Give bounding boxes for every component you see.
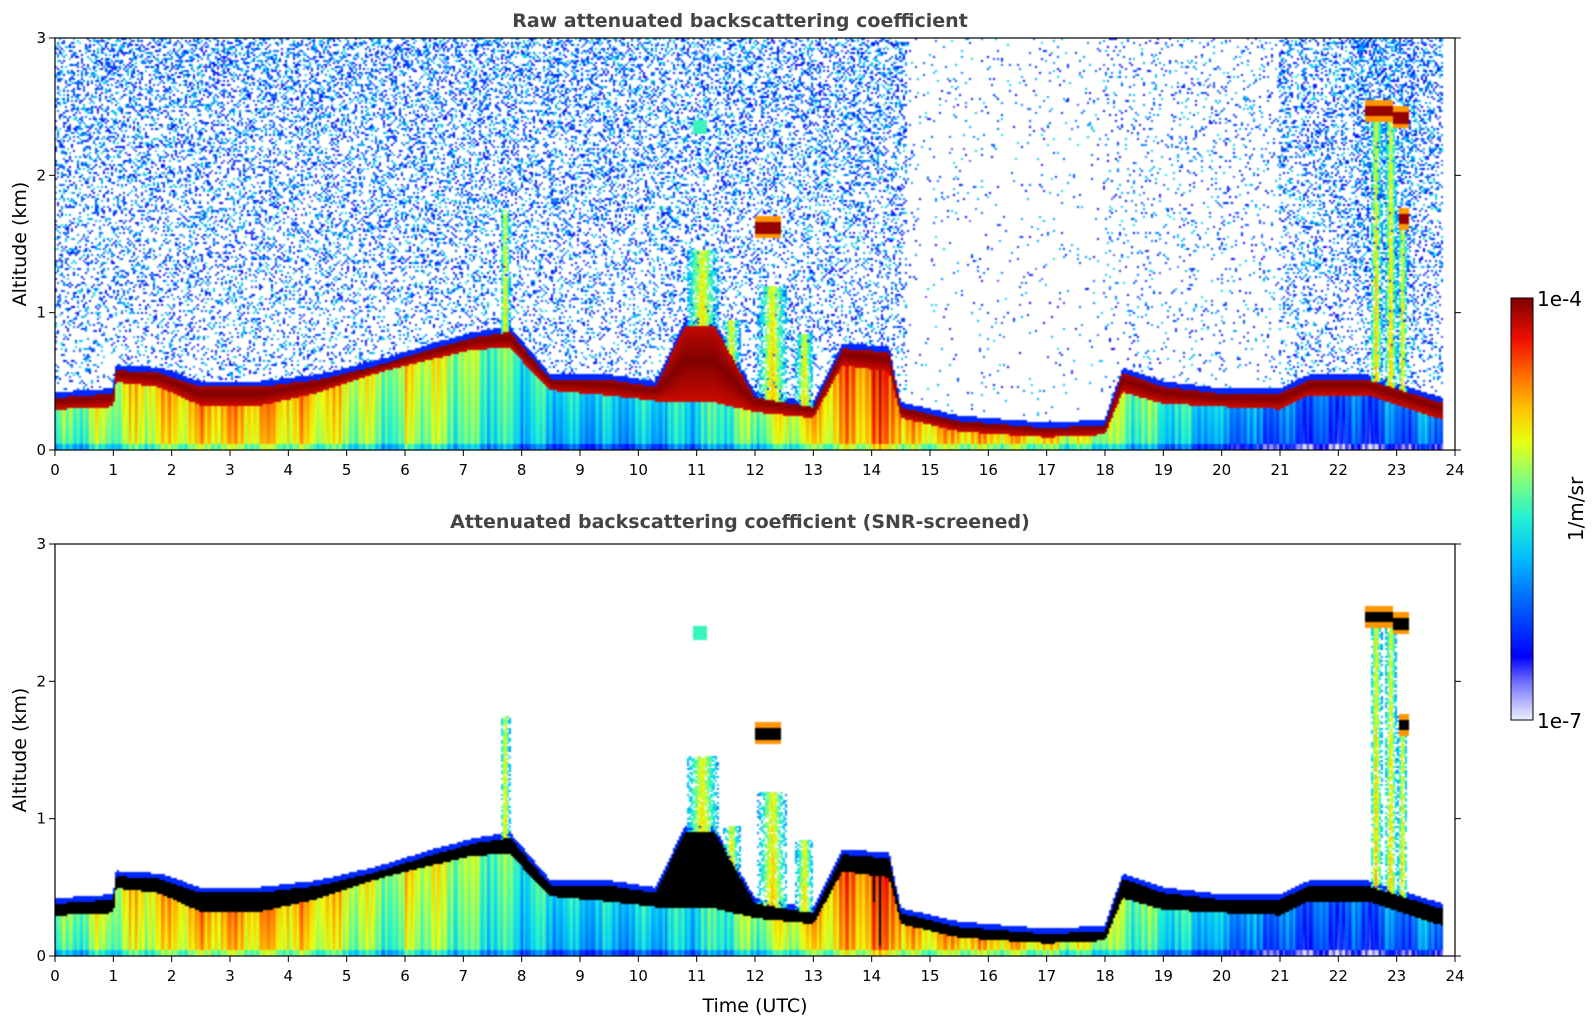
- y-tick-label: 1: [36, 304, 46, 322]
- x-tick-label: 0: [50, 967, 60, 985]
- x-tick-label: 13: [804, 967, 823, 985]
- x-tick-label: 6: [400, 461, 410, 479]
- x-tick-label: 4: [284, 461, 294, 479]
- x-tick-label: 7: [459, 967, 469, 985]
- x-tick-label: 19: [1154, 967, 1173, 985]
- x-tick-label: 17: [1037, 461, 1056, 479]
- x-tick-label: 16: [979, 967, 998, 985]
- x-tick-label: 14: [862, 967, 881, 985]
- x-tick-label: 20: [1212, 461, 1231, 479]
- colorbar-gradient: [1510, 297, 1534, 721]
- x-tick-label: 10: [629, 967, 648, 985]
- x-tick-label: 19: [1154, 461, 1173, 479]
- x-tick-label: 8: [517, 461, 527, 479]
- x-tick-label: 13: [804, 461, 823, 479]
- x-tick-label: 21: [1270, 967, 1289, 985]
- x-tick-label: 12: [745, 461, 764, 479]
- x-tick-label: 0: [50, 461, 60, 479]
- x-tick-label: 3: [225, 967, 235, 985]
- x-tick-label: 8: [517, 967, 527, 985]
- bottom-panel-xlabel: Time (UTC): [701, 995, 807, 1017]
- x-tick-label: 23: [1387, 461, 1406, 479]
- x-tick-label: 5: [342, 461, 352, 479]
- x-tick-label: 12: [745, 967, 764, 985]
- x-tick-label: 17: [1037, 967, 1056, 985]
- x-tick-label: 18: [1095, 967, 1114, 985]
- colorbar-min-label: 1e-7: [1537, 709, 1582, 733]
- x-tick-label: 5: [342, 967, 352, 985]
- colorbar-unit-label: 1/m/sr: [1564, 476, 1588, 541]
- x-tick-label: 14: [862, 461, 881, 479]
- y-tick-label: 3: [36, 535, 46, 553]
- x-tick-label: 7: [459, 461, 469, 479]
- x-tick-label: 20: [1212, 967, 1231, 985]
- x-tick-label: 10: [629, 461, 648, 479]
- x-tick-label: 2: [167, 967, 177, 985]
- x-tick-label: 11: [687, 461, 706, 479]
- x-tick-label: 1: [109, 967, 119, 985]
- y-tick-label: 0: [36, 441, 46, 459]
- x-tick-label: 15: [920, 967, 939, 985]
- x-tick-label: 24: [1445, 461, 1464, 479]
- x-tick-label: 9: [575, 967, 585, 985]
- x-tick-label: 18: [1095, 461, 1114, 479]
- bottom-panel-title: Attenuated backscattering coefficient (S…: [450, 511, 1030, 533]
- x-tick-label: 22: [1329, 461, 1348, 479]
- x-tick-label: 15: [920, 461, 939, 479]
- x-tick-label: 2: [167, 461, 177, 479]
- y-tick-label: 2: [36, 672, 46, 690]
- x-tick-label: 23: [1387, 967, 1406, 985]
- top-panel-title: Raw attenuated backscattering coefficien…: [512, 10, 968, 32]
- x-tick-label: 24: [1445, 967, 1464, 985]
- x-tick-label: 11: [687, 967, 706, 985]
- y-tick-label: 0: [36, 947, 46, 965]
- x-tick-label: 16: [979, 461, 998, 479]
- y-tick-label: 3: [36, 29, 46, 47]
- top-panel-ylabel: Altitude (km): [9, 182, 31, 307]
- x-tick-label: 9: [575, 461, 585, 479]
- colorbar-max-label: 1e-4: [1537, 287, 1582, 311]
- x-tick-label: 3: [225, 461, 235, 479]
- x-tick-label: 21: [1270, 461, 1289, 479]
- x-tick-label: 6: [400, 967, 410, 985]
- y-tick-label: 1: [36, 810, 46, 828]
- bottom-panel-axes: 0 1 2 3 4 5 6 7 8 9 10 11 12 13 14 15 16 17 18 19 20 21 22 23 24…: [36, 535, 1464, 985]
- x-tick-label: 1: [109, 461, 119, 479]
- x-tick-label: 22: [1329, 967, 1348, 985]
- x-tick-label: 4: [284, 967, 294, 985]
- y-tick-label: 2: [36, 166, 46, 184]
- top-panel-heatmap: [55, 38, 1455, 450]
- bottom-panel-ylabel: Altitude (km): [9, 688, 31, 813]
- top-panel-axes: 0 1 2 3 4 5 6 7 8 9 10 11 12 13 14 15 16 17 18 19 20 21 22 23 24…: [36, 29, 1464, 479]
- colorbar: 1e-4 1e-7 1/m/sr: [1510, 287, 1588, 733]
- bottom-panel-heatmap: [55, 544, 1455, 956]
